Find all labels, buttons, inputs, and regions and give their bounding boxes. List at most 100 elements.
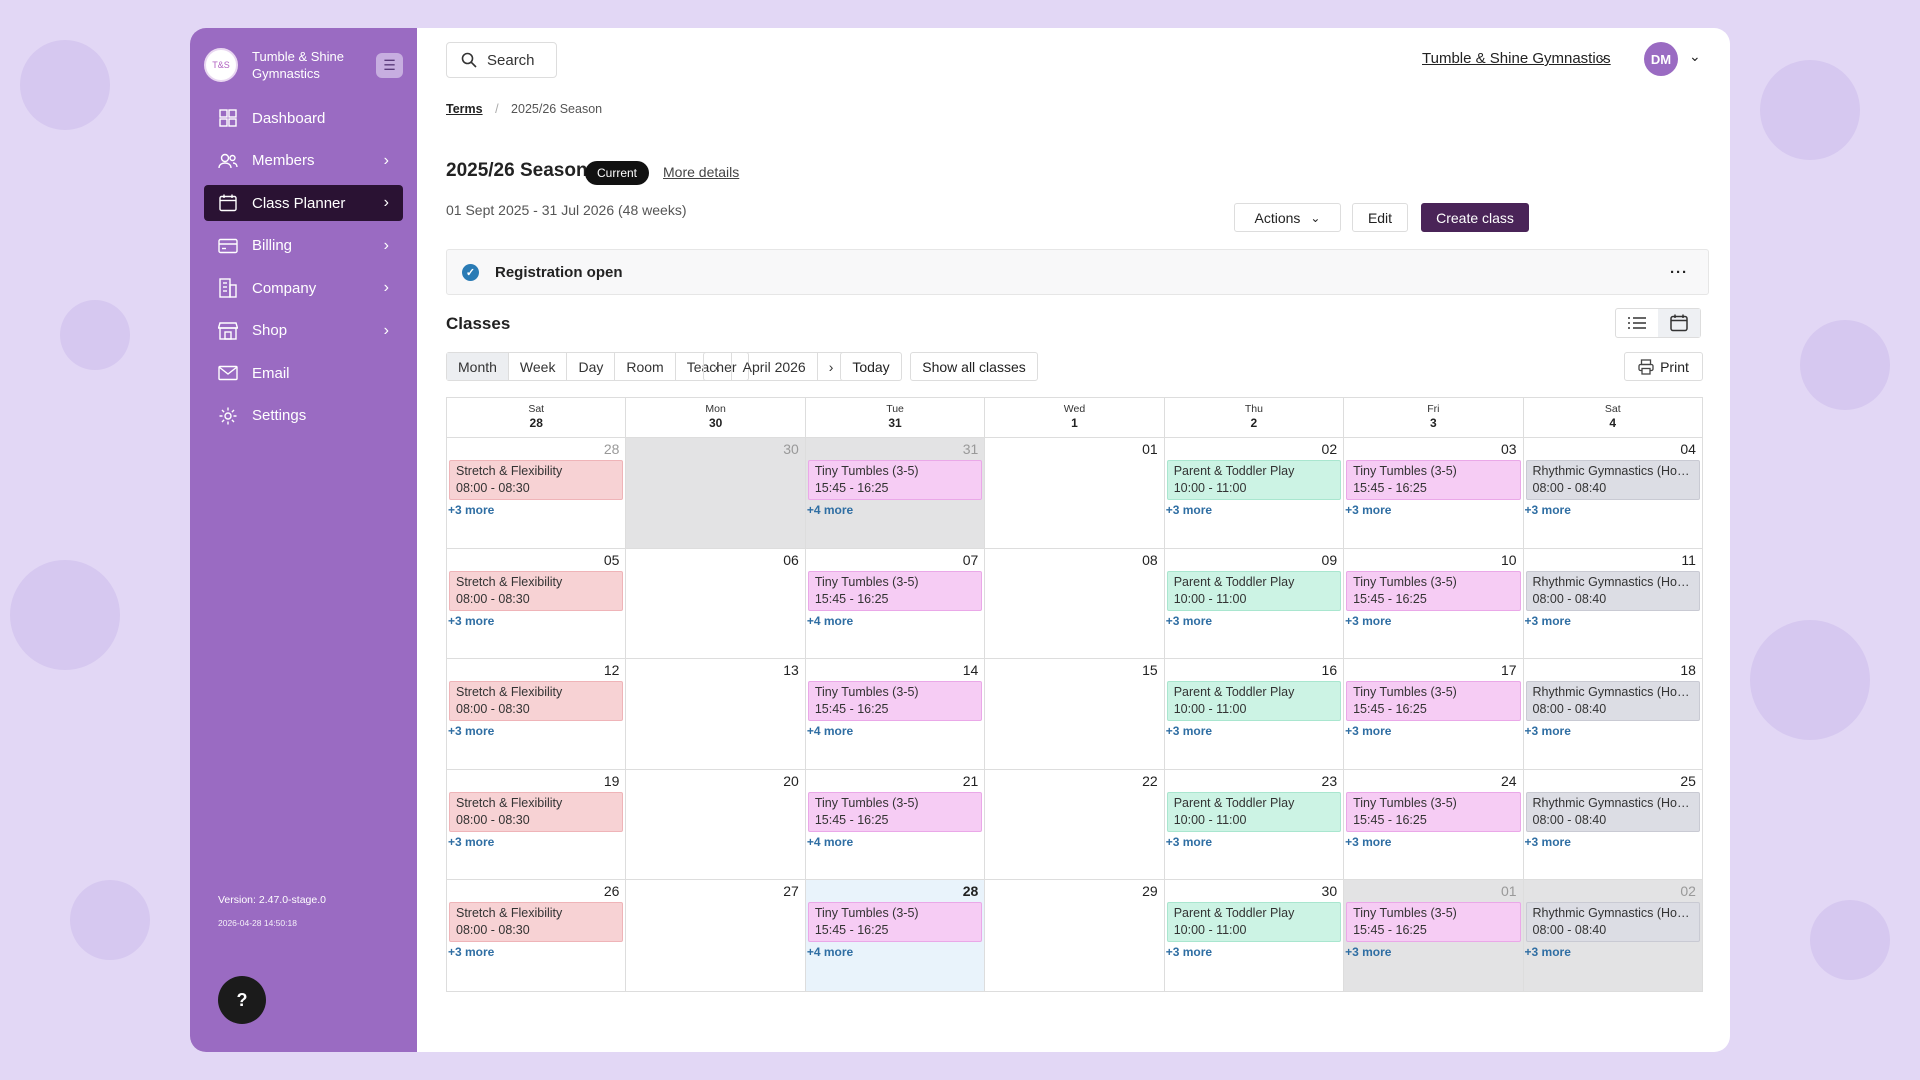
sidebar-item-dashboard[interactable]: Dashboard <box>204 100 403 136</box>
calendar-day-cell[interactable]: 12 Stretch & Flexibility 08:00 - 08:30 +3 m… <box>447 659 627 769</box>
calendar-day-cell[interactable]: 16 Parent & Toddler Play 10:00 - 11:00 +3 m… <box>1165 659 1345 769</box>
more-events-link[interactable]: +3 more <box>448 945 495 959</box>
more-details-link[interactable]: More details <box>663 164 740 180</box>
calendar-day-cell[interactable]: 18 Rhythmic Gymnastics (Hoop) 08:00 - 08:4… <box>1524 659 1702 769</box>
class-event[interactable]: Rhythmic Gymnastics (Hoop) 08:00 - 08:40 <box>1525 460 1700 500</box>
calendar-day-cell[interactable]: 17 Tiny Tumbles (3-5) 15:45 - 16:25 +3 more <box>1344 659 1524 769</box>
show-all-classes-button[interactable]: Show all classes <box>910 352 1038 381</box>
more-events-link[interactable]: +3 more <box>448 503 495 517</box>
tab-room[interactable]: Room <box>614 353 674 380</box>
calendar-day-cell[interactable]: 20 <box>626 769 806 879</box>
class-event[interactable]: Stretch & Flexibility 08:00 - 08:30 <box>449 902 624 942</box>
calendar-day-cell[interactable]: 01 Tiny Tumbles (3-5) 15:45 - 16:25 +3 more <box>1344 880 1524 991</box>
more-events-link[interactable]: +3 more <box>1345 834 1392 849</box>
more-events-link[interactable]: +3 more <box>1524 834 1571 849</box>
sidebar-item-class-planner[interactable]: Class Planner › <box>204 185 403 221</box>
more-events-link[interactable]: +3 more <box>1345 613 1392 628</box>
class-event[interactable]: Tiny Tumbles (3-5) 15:45 - 16:25 <box>1346 570 1521 611</box>
calendar-day-cell[interactable]: 02 Parent & Toddler Play 10:00 - 11:00 +3 m… <box>1165 438 1345 548</box>
class-event[interactable]: Stretch & Flexibility 08:00 - 08:30 <box>449 791 624 832</box>
calendar-day-cell[interactable]: 04 Rhythmic Gymnastics (Hoop) 08:00 - 08:4… <box>1524 438 1702 548</box>
calendar-day-cell[interactable]: 08 <box>985 548 1165 658</box>
actions-button[interactable]: Actions ⌄ <box>1234 203 1341 232</box>
class-event[interactable]: Rhythmic Gymnastics (Hoop) 08:00 - 08:40 <box>1525 902 1700 942</box>
next-month-button[interactable]: › <box>818 353 845 380</box>
more-events-link[interactable]: +3 more <box>1524 724 1571 738</box>
class-event[interactable]: Stretch & Flexibility 08:00 - 08:30 <box>449 570 624 611</box>
more-events-link[interactable]: +3 more <box>1165 613 1213 628</box>
calendar-day-cell[interactable]: 21 Tiny Tumbles (3-5) 15:45 - 16:25 +4 more <box>806 769 986 879</box>
avatar[interactable]: DM <box>1644 42 1678 76</box>
more-events-link[interactable]: +3 more <box>1165 503 1213 517</box>
sidebar-item-billing[interactable]: Billing › <box>204 228 403 264</box>
calendar-view-button[interactable] <box>1658 309 1700 337</box>
more-events-link[interactable]: +3 more <box>1345 724 1392 738</box>
tab-month[interactable]: Month <box>447 353 508 380</box>
calendar-day-cell[interactable]: 19 Stretch & Flexibility 08:00 - 08:30 +3 m… <box>447 769 627 879</box>
more-events-link[interactable]: +3 more <box>1165 834 1213 849</box>
calendar-day-cell[interactable]: 06 <box>626 548 806 658</box>
tab-week[interactable]: Week <box>507 353 567 380</box>
class-event[interactable]: Parent & Toddler Play 10:00 - 11:00 <box>1166 791 1342 832</box>
calendar-day-cell[interactable]: 07 Tiny Tumbles (3-5) 15:45 - 16:25 +4 more <box>806 548 986 658</box>
more-events-link[interactable]: +3 more <box>1165 945 1213 959</box>
calendar-day-cell[interactable]: 03 Tiny Tumbles (3-5) 15:45 - 16:25 +3 more <box>1344 438 1524 548</box>
class-event[interactable]: Tiny Tumbles (3-5) 15:45 - 16:25 <box>807 902 983 942</box>
calendar-day-cell[interactable]: 01 <box>985 438 1165 548</box>
class-event[interactable]: Tiny Tumbles (3-5) 15:45 - 16:25 <box>807 460 983 500</box>
edit-button[interactable]: Edit <box>1352 203 1408 232</box>
search-button[interactable]: Search <box>446 42 557 78</box>
more-events-link[interactable]: +3 more <box>1165 724 1213 738</box>
calendar-day-cell[interactable]: 24 Tiny Tumbles (3-5) 15:45 - 16:25 +3 more <box>1344 769 1524 879</box>
tab-teacher[interactable]: Teacher <box>674 353 748 380</box>
calendar-day-cell[interactable]: 14 Tiny Tumbles (3-5) 15:45 - 16:25 +4 more <box>806 659 986 769</box>
sidebar-item-company[interactable]: Company › <box>204 270 403 306</box>
sidebar-item-members[interactable]: Members › <box>204 143 403 179</box>
class-event[interactable]: Stretch & Flexibility 08:00 - 08:30 <box>449 681 624 721</box>
help-button[interactable]: ? <box>218 976 266 1024</box>
class-event[interactable]: Tiny Tumbles (3-5) 15:45 - 16:25 <box>1346 681 1521 721</box>
sidebar-item-shop[interactable]: Shop › <box>204 313 403 349</box>
class-event[interactable]: Parent & Toddler Play 10:00 - 11:00 <box>1166 570 1342 611</box>
calendar-day-cell[interactable]: 28 Stretch & Flexibility 08:00 - 08:30 +3 m… <box>447 438 627 548</box>
more-events-link[interactable]: +3 more <box>1345 945 1392 959</box>
class-event[interactable]: Rhythmic Gymnastics (Hoop) 08:00 - 08:40 <box>1525 791 1700 832</box>
class-event[interactable]: Tiny Tumbles (3-5) 15:45 - 16:25 <box>807 570 983 611</box>
class-event[interactable]: Tiny Tumbles (3-5) 15:45 - 16:25 <box>807 791 983 832</box>
collapse-sidebar-button[interactable]: ☰ <box>376 52 403 78</box>
calendar-day-cell[interactable]: 05 Stretch & Flexibility 08:00 - 08:30 +3 m… <box>447 548 627 658</box>
calendar-day-cell[interactable]: 27 <box>626 880 806 991</box>
more-events-link[interactable]: +3 more <box>1524 503 1571 517</box>
calendar-day-cell[interactable]: 25 Rhythmic Gymnastics (Hoop) 08:00 - 08:4… <box>1524 770 1702 880</box>
calendar-day-cell[interactable]: 30 Parent & Toddler Play 10:00 - 11:00 +3 m… <box>1165 880 1345 991</box>
chevron-down-icon[interactable]: ⌄ <box>1689 48 1701 64</box>
class-event[interactable]: Rhythmic Gymnastics (Hoop) 08:00 - 08:40 <box>1525 681 1700 721</box>
org-switcher[interactable]: Tumble & Shine Gymnastics <box>1422 50 1611 67</box>
create-class-button[interactable]: Create class <box>1421 203 1529 232</box>
more-events-link[interactable]: +3 more <box>1345 503 1392 517</box>
more-events-link[interactable]: +3 more <box>448 834 495 849</box>
prev-month-button[interactable]: ‹ <box>704 353 731 380</box>
breadcrumb-terms-link[interactable]: Terms <box>446 102 483 116</box>
more-events-link[interactable]: +4 more <box>806 503 854 517</box>
calendar-day-cell[interactable]: 09 Parent & Toddler Play 10:00 - 11:00 +3 m… <box>1165 548 1345 658</box>
more-events-link[interactable]: +4 more <box>806 945 854 959</box>
more-events-link[interactable]: +4 more <box>806 834 854 849</box>
calendar-day-cell[interactable]: 10 Tiny Tumbles (3-5) 15:45 - 16:25 +3 more <box>1344 548 1524 658</box>
class-event[interactable]: Tiny Tumbles (3-5) 15:45 - 16:25 <box>1346 791 1521 832</box>
class-event[interactable]: Stretch & Flexibility 08:00 - 08:30 <box>449 460 624 500</box>
more-menu-icon[interactable]: ··· <box>1670 263 1688 281</box>
today-button[interactable]: Today <box>840 352 902 381</box>
more-events-link[interactable]: +3 more <box>1524 945 1571 959</box>
more-events-link[interactable]: +3 more <box>448 613 495 628</box>
calendar-day-cell[interactable]: 11 Rhythmic Gymnastics (Hoop) 08:00 - 08:4… <box>1524 549 1702 659</box>
calendar-day-cell[interactable]: 23 Parent & Toddler Play 10:00 - 11:00 +3 m… <box>1165 769 1345 879</box>
calendar-day-cell[interactable]: 22 <box>985 769 1165 879</box>
print-button[interactable]: Print <box>1624 352 1703 381</box>
sidebar-item-email[interactable]: Email <box>204 355 403 391</box>
more-events-link[interactable]: +3 more <box>448 724 495 738</box>
class-event[interactable]: Tiny Tumbles (3-5) 15:45 - 16:25 <box>807 681 983 721</box>
calendar-day-cell[interactable]: 30 <box>626 438 806 548</box>
calendar-day-cell[interactable]: 28 Tiny Tumbles (3-5) 15:45 - 16:25 +4 more <box>805 880 986 991</box>
more-events-link[interactable]: +4 more <box>806 613 854 628</box>
